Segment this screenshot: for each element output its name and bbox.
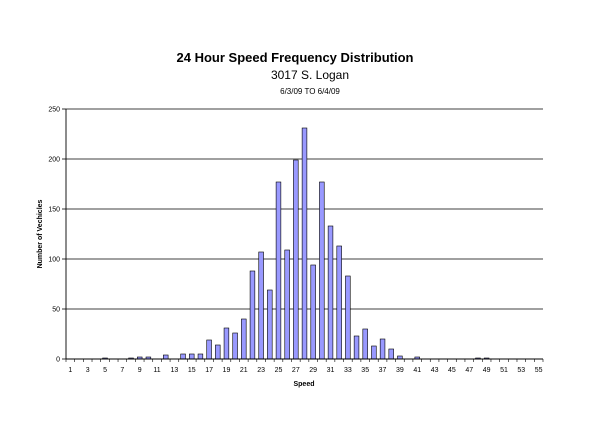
bar-speed-22 xyxy=(249,270,256,360)
y-tick-label: 150 xyxy=(48,207,60,214)
bar-speed-23 xyxy=(258,251,264,360)
x-tick-label: 25 xyxy=(275,367,283,374)
x-tick-label: 47 xyxy=(465,367,473,374)
x-tick-label: 5 xyxy=(103,367,107,374)
x-tick-label: 51 xyxy=(500,367,508,374)
chart-title: 24 Hour Speed Frequency Distribution xyxy=(176,50,414,65)
x-tick-label: 39 xyxy=(396,367,404,374)
bar-speed-18 xyxy=(215,344,221,360)
bar-speed-27 xyxy=(293,159,299,360)
x-tick-label: 21 xyxy=(240,367,248,374)
y-tick-labels: 0 50 100 150 200 250 xyxy=(48,107,60,364)
x-tick-label: 29 xyxy=(309,367,317,374)
y-tick-label: 200 xyxy=(48,157,60,164)
bar-speed-16 xyxy=(197,353,204,360)
x-tick-label: 9 xyxy=(138,367,142,374)
bar-speed-17 xyxy=(206,339,212,360)
bar-speed-25 xyxy=(275,181,282,360)
bar-speed-24 xyxy=(267,289,273,360)
bar-speed-14 xyxy=(180,353,186,360)
bar-speed-28 xyxy=(301,127,308,360)
x-tick-label: 35 xyxy=(361,367,369,374)
x-tick-label: 17 xyxy=(205,367,213,374)
y-tick-label: 250 xyxy=(48,107,60,114)
bar-speed-15 xyxy=(189,353,195,360)
bar-speed-35 xyxy=(362,328,368,360)
x-tick-label: 53 xyxy=(517,367,525,374)
bar-speed-38 xyxy=(388,348,394,360)
bar-speed-30 xyxy=(319,181,325,360)
x-tick-label: 7 xyxy=(120,367,124,374)
bar-speed-37 xyxy=(379,338,386,360)
bar-speed-36 xyxy=(371,345,377,360)
x-tick-label: 33 xyxy=(344,367,352,374)
bar-speed-20 xyxy=(232,332,238,360)
chart-subtitle: 3017 S. Logan xyxy=(270,68,350,82)
bar-speed-19 xyxy=(223,327,230,360)
y-tick-label: 100 xyxy=(48,257,60,264)
y-tick-label: 0 xyxy=(56,357,60,364)
bar-speed-21 xyxy=(241,318,247,360)
x-tick-labels: 1 3 5 7 9 11 13 15 17 19 21 23 25 27 29 31 33 35 37 39 41 43 4… xyxy=(68,367,542,374)
x-tick-label: 43 xyxy=(431,367,439,374)
x-tick-label: 27 xyxy=(292,367,300,374)
bar-speed-31 xyxy=(327,225,334,360)
bar-speed-33 xyxy=(345,275,351,360)
x-tick-label: 19 xyxy=(223,367,231,374)
x-tick-label: 15 xyxy=(188,367,196,374)
axes xyxy=(65,109,544,362)
bar-speed-12 xyxy=(163,354,169,360)
bars xyxy=(102,127,490,360)
y-axis-title: Number of Vechicles xyxy=(37,199,44,268)
x-tick-label: 23 xyxy=(257,367,265,374)
x-tick-label: 55 xyxy=(535,367,543,374)
bar-speed-34 xyxy=(353,335,360,360)
bar-speed-26 xyxy=(284,249,290,360)
x-tick-label: 3 xyxy=(86,367,90,374)
x-tick-label: 31 xyxy=(327,367,335,374)
x-tick-label: 13 xyxy=(171,367,179,374)
bar-speed-29 xyxy=(310,264,316,360)
x-tick-label: 11 xyxy=(153,367,160,374)
x-tick-label: 37 xyxy=(379,367,387,374)
x-tick-label: 45 xyxy=(448,367,456,374)
x-tick-label: 1 xyxy=(68,367,72,374)
x-axis-title: Speed xyxy=(293,381,314,388)
x-tick-label: 49 xyxy=(483,367,491,374)
y-tick-label: 50 xyxy=(52,307,60,314)
bar-speed-32 xyxy=(336,245,342,360)
x-tick-label: 41 xyxy=(413,367,421,374)
date-range: 6/3/09 TO 6/4/09 xyxy=(280,87,340,96)
